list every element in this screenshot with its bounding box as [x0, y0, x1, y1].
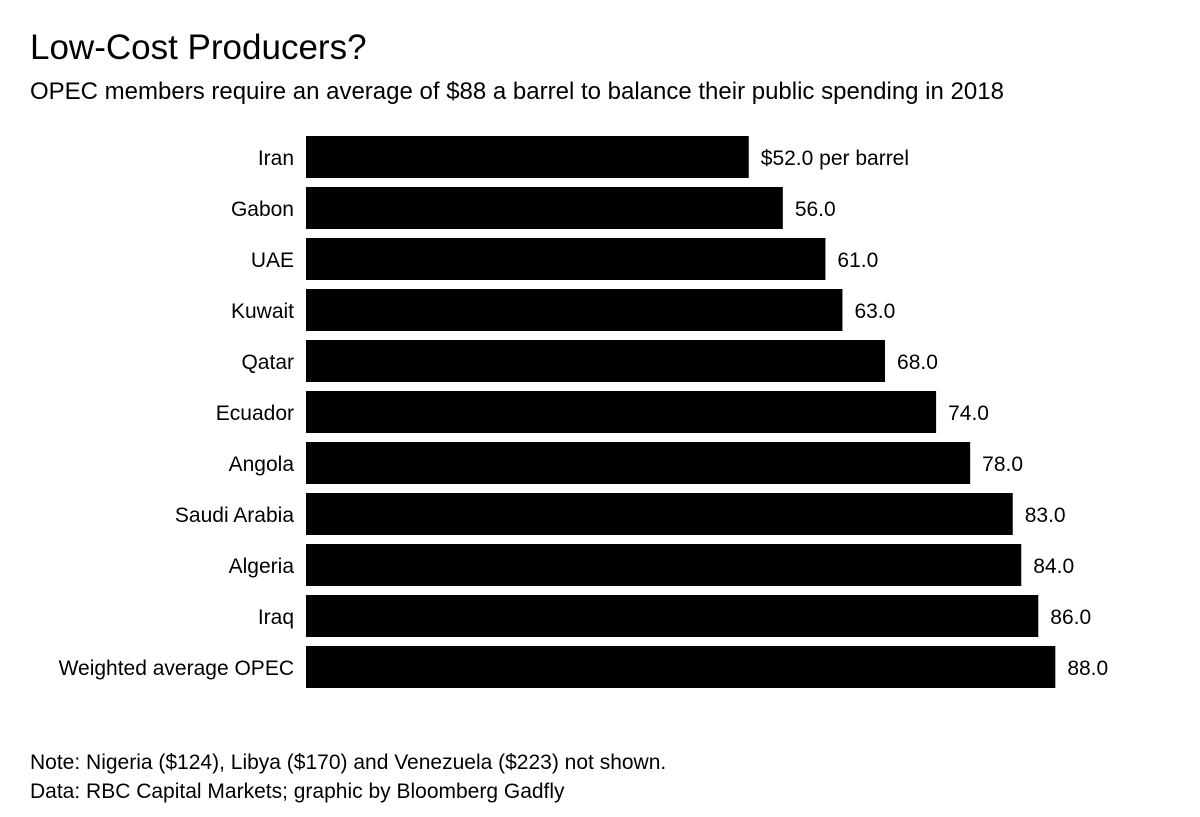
value-label: $52.0 per barrel	[761, 147, 909, 170]
bar-ecuador	[306, 391, 937, 433]
bar-group: Iran $52.0 per barrel Gabon 56.0 UAE 61.0 Kuwa…	[59, 136, 1108, 688]
bar-algeria	[306, 544, 1022, 586]
category-label: Iran	[258, 147, 294, 170]
bar-qatar	[306, 340, 886, 382]
value-label: 78.0	[982, 453, 1023, 476]
category-label: Gabon	[231, 198, 294, 221]
category-label: Iraq	[258, 606, 294, 629]
value-label: 83.0	[1025, 504, 1066, 527]
category-label: Qatar	[241, 351, 294, 374]
chart-subtitle: OPEC members require an average of $88 a…	[30, 78, 1004, 105]
bar-iran	[306, 136, 749, 178]
category-label: UAE	[251, 249, 294, 272]
chart-source: Data: RBC Capital Markets; graphic by Bl…	[30, 780, 565, 803]
category-label: Saudi Arabia	[175, 504, 294, 527]
value-label: 68.0	[897, 351, 938, 374]
bar-kuwait	[306, 289, 843, 331]
bar-angola	[306, 442, 971, 484]
value-label: 84.0	[1033, 555, 1074, 578]
chart-note: Note: Nigeria ($124), Libya ($170) and V…	[30, 751, 667, 774]
category-label: Kuwait	[231, 300, 294, 323]
category-label: Algeria	[229, 555, 295, 578]
bar-weighted-average-opec	[306, 646, 1056, 688]
value-label: 56.0	[795, 198, 836, 221]
bar-iraq	[306, 595, 1039, 637]
value-label: 86.0	[1050, 606, 1091, 629]
category-label: Ecuador	[216, 402, 294, 425]
chart-title: Low-Cost Producers?	[30, 28, 367, 67]
bar-gabon	[306, 187, 783, 229]
category-label: Angola	[229, 453, 295, 476]
chart-footer: Note: Nigeria ($124), Libya ($170) and V…	[30, 748, 666, 806]
value-label: 74.0	[948, 402, 989, 425]
value-label: 88.0	[1067, 657, 1108, 680]
category-label: Weighted average OPEC	[59, 657, 294, 680]
bar-saudi-arabia	[306, 493, 1013, 535]
bar-uae	[306, 238, 826, 280]
value-label: 63.0	[854, 300, 895, 323]
value-label: 61.0	[837, 249, 878, 272]
